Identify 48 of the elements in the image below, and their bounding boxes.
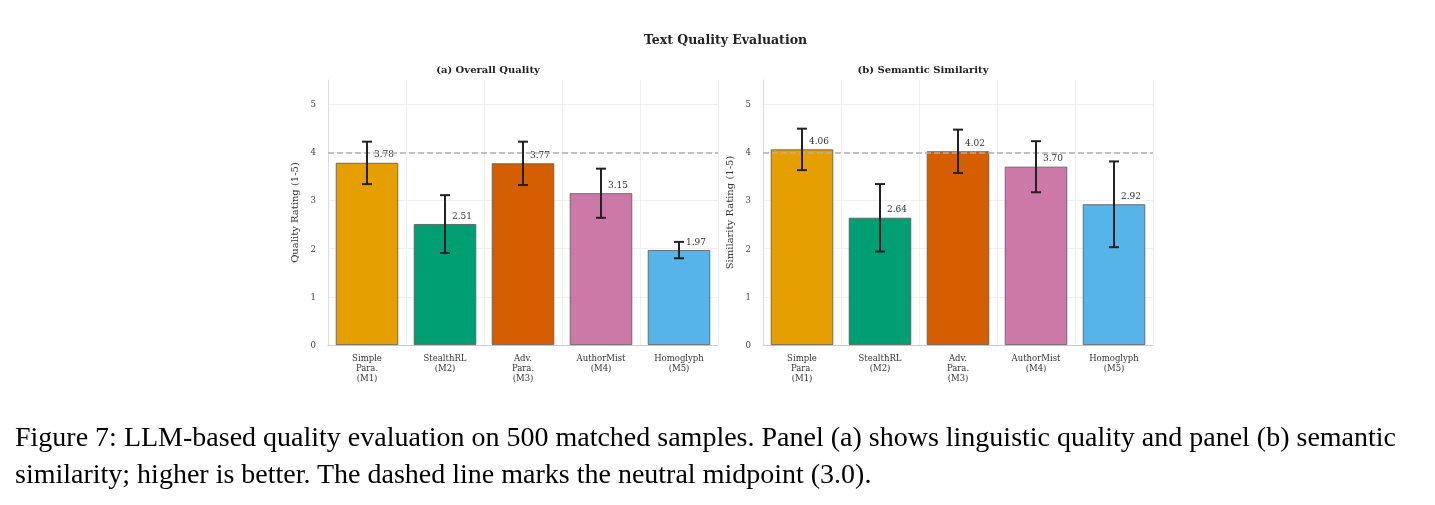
bar — [647, 250, 711, 345]
data-label: 4.02 — [964, 137, 986, 148]
x-tick-label: Simple Para. (M1) — [352, 353, 382, 383]
y-tick-label: 1 — [310, 291, 316, 302]
bar — [413, 224, 477, 345]
data-label: 2.51 — [451, 210, 473, 221]
data-label: 2.64 — [886, 204, 908, 215]
chart-title: (a) Overall Quality — [436, 63, 541, 75]
y-tick-label: 5 — [310, 99, 316, 110]
x-tick-label: Simple Para. (M1) — [787, 353, 817, 383]
y-tick-label: 0 — [745, 340, 751, 350]
x-tick-label: Adv. Para. (M3) — [946, 353, 970, 383]
bar — [1082, 204, 1146, 345]
y-tick-label: 4 — [745, 147, 751, 158]
data-label: 2.92 — [1120, 190, 1142, 201]
text: Text Quality Evaluation — [642, 32, 809, 47]
caption: Figure 7: LLM-based quality evaluation on 500 matched samples. Panel (a) shows linguistic quality and panel (b) semantic similarity; higher is better. The dashed line marks the neutral midpoint (3.0). — [15, 420, 1397, 491]
bar — [848, 217, 912, 345]
x-tick-label: AuthorMist (M4) — [1010, 353, 1062, 373]
x-tick-label: AuthorMist (M4) — [575, 353, 627, 373]
data-label: 3.78 — [373, 149, 395, 160]
bar — [770, 149, 834, 345]
bar — [491, 163, 555, 345]
y-tick-label: 3 — [310, 195, 316, 206]
x-tick-label: StealthRL (M2) — [858, 353, 902, 373]
data-label: 3.77 — [529, 149, 551, 160]
bar — [335, 162, 399, 345]
y-tick-label: 5 — [745, 99, 751, 110]
x-tick-label: Adv. Para. (M3) — [511, 353, 535, 383]
x-tick-label: StealthRL (M2) — [423, 353, 467, 373]
y-tick-label: 2 — [310, 243, 316, 254]
bar — [926, 151, 990, 345]
y-tick-label: 1 — [745, 291, 751, 302]
data-label: 4.06 — [808, 135, 830, 146]
y-tick-label: 4 — [310, 147, 316, 158]
data-label: 3.15 — [607, 179, 629, 190]
y-tick-label: 2 — [745, 243, 751, 254]
x-tick-label: Homoglyph (M5) — [1089, 353, 1140, 373]
y-axis-title: Similarity Rating (1-5) — [724, 155, 736, 270]
data-label: 1.97 — [685, 236, 707, 247]
y-tick-label: 3 — [745, 195, 751, 206]
x-tick-label: Homoglyph (M5) — [654, 353, 705, 373]
bar — [1004, 166, 1068, 345]
data-label: 3.70 — [1042, 153, 1064, 164]
bar — [569, 193, 633, 345]
y-tick-label: 0 — [310, 340, 316, 350]
chart-title: (b) Semantic Similarity — [857, 63, 990, 75]
y-axis-title: Quality Rating (1-5) — [289, 162, 301, 263]
